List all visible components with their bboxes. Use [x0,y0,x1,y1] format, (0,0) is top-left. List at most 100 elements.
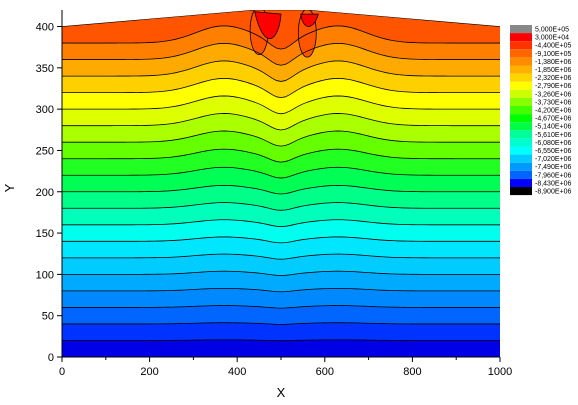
contour-line [62,253,500,260]
legend-swatch [510,146,532,155]
legend-swatch [510,154,532,163]
contour-line [62,322,500,325]
legend-swatch [510,49,532,58]
y-tick-label: 50 [42,311,54,323]
legend-label: -5,610E+06 [535,132,571,139]
contour-line [62,270,500,276]
legend-swatch [510,170,532,179]
x-tick-label: 600 [316,366,334,378]
legend-swatch [510,114,532,123]
legend-swatch [510,89,532,98]
legend-swatch [510,81,532,90]
legend-label: -3,730E+06 [535,99,571,106]
contour-line [62,78,500,99]
contour-lines [62,10,500,342]
contour-band [62,60,500,98]
contour-band [62,95,500,130]
legend-swatch [510,106,532,115]
x-tick-label: 400 [228,366,246,378]
legend-label: -5,140E+06 [535,124,571,131]
legend-swatch [510,178,532,187]
legend-swatch [510,122,532,131]
x-tick-label: 200 [140,366,158,378]
legend-label: -6,550E+06 [535,148,571,155]
legend-swatch [510,73,532,82]
y-tick-label: 200 [36,187,54,199]
legend-label: -7,020E+06 [535,156,571,163]
legend-label: -2,320E+06 [535,75,571,82]
legend-swatch [510,65,532,74]
contour-band [62,10,500,50]
legend-swatch [510,33,532,42]
legend-label: -4,670E+06 [535,116,571,123]
contour-band [62,254,500,276]
legend-label: -4,200E+06 [535,108,571,115]
x-tick-label: 0 [59,366,65,378]
y-tick-label: 0 [48,352,54,364]
legend-label: -4,400E+05 [535,43,571,50]
legend-swatch [510,138,532,147]
legend-swatch [510,187,532,196]
contour-line [62,130,500,147]
legend-label: -8,430E+06 [535,180,571,187]
y-axis-label: Y [2,183,17,192]
y-tick-label: 300 [36,104,54,116]
legend-swatch [510,162,532,171]
contour-line [62,25,500,50]
contour-band [62,219,500,243]
legend-label: -6,080E+06 [535,140,571,147]
contour-line [62,95,500,115]
contour-band [62,305,500,325]
legend-label: -8,900E+06 [535,189,571,196]
contour-band [62,288,500,309]
contour-line [62,148,500,163]
legend-label: 3,000E+04 [535,35,569,42]
contour-band [62,271,500,292]
legend-label: -7,960E+06 [535,172,571,179]
legend-label: -9,100E+05 [535,51,571,58]
legend-label: -2,790E+06 [535,83,571,90]
contour-band [62,339,500,357]
y-tick-label: 400 [36,22,54,34]
contour-line [62,60,500,82]
contour-line [62,202,500,211]
contour-line [62,287,500,293]
peak-region [300,13,319,27]
contour-line [62,305,500,309]
legend-swatch [510,57,532,66]
legend: 5,000E+053,000E+04-4,400E+05-9,100E+05-1… [510,25,571,196]
contour-band [62,236,500,260]
surface-outline [62,10,500,27]
x-tick-label: 1000 [488,366,512,378]
legend-label: -1,850E+06 [535,67,571,74]
contour-band [62,149,500,179]
contour-line [62,185,500,195]
legend-swatch [510,41,532,50]
contour-line [62,339,500,342]
legend-swatch [510,25,532,34]
contour-line [62,219,500,227]
contour-band [62,113,500,147]
axes: 0 200 400 600 800 1000 0 50 100 150 200 250 300 350 40… [36,10,512,378]
peak-region [254,11,282,39]
contour-band [62,202,500,227]
legend-label: 5,000E+05 [535,27,569,34]
y-tick-label: 350 [36,63,54,75]
contour-band [62,78,500,114]
contour-line [62,166,500,179]
legend-swatch [510,130,532,139]
x-axis-label: X [277,385,286,400]
legend-label: -7,490E+06 [535,164,571,171]
contour-band [62,25,500,66]
legend-swatch [510,97,532,106]
legend-label: -1,380E+06 [535,59,571,66]
contour-band [62,43,500,82]
contour-band [62,322,500,341]
x-tick-label: 800 [403,366,421,378]
legend-label: -3,260E+06 [535,91,571,98]
contour-band [62,185,500,211]
contour-line [62,42,500,66]
contour-line [62,113,500,131]
